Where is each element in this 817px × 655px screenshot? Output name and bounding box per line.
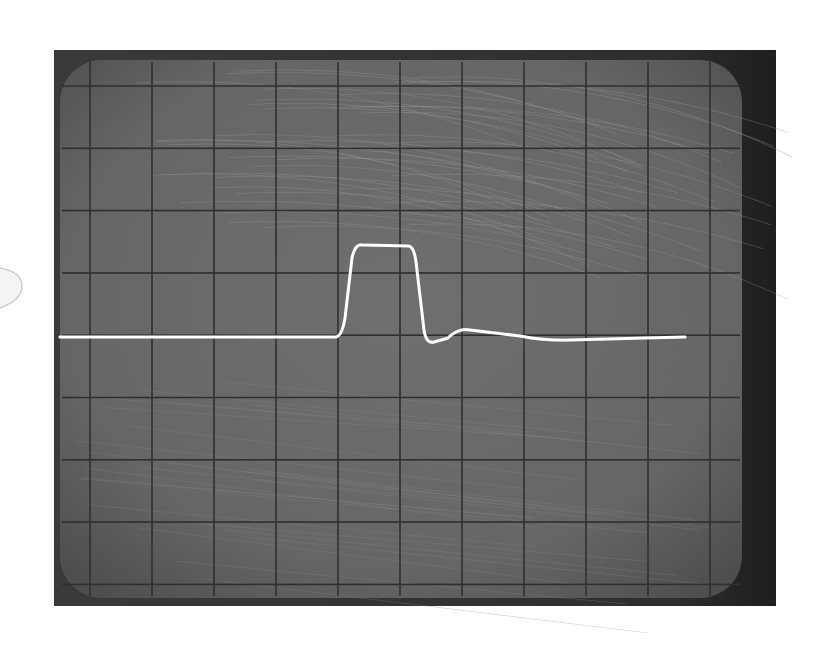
scratch	[226, 529, 677, 576]
scratch	[75, 440, 526, 490]
scratch	[298, 146, 679, 194]
scratch	[227, 72, 608, 129]
scratch	[235, 192, 616, 248]
scratch	[252, 537, 703, 585]
scratch	[129, 425, 580, 481]
scratch	[322, 188, 703, 253]
scratch	[165, 401, 616, 445]
scratch	[196, 577, 648, 634]
scratch	[229, 155, 610, 204]
scratch	[249, 403, 700, 455]
scratch	[85, 451, 536, 509]
scratch	[276, 157, 657, 207]
scratch	[169, 462, 620, 515]
scratch	[246, 468, 697, 521]
scratch	[82, 477, 533, 519]
scratch	[237, 69, 619, 135]
scratch	[170, 172, 551, 224]
scratch	[411, 76, 792, 158]
graticule	[62, 62, 740, 596]
scratch	[263, 88, 644, 168]
scratch	[156, 139, 537, 221]
scratch	[152, 173, 534, 236]
scratch	[136, 81, 517, 145]
scratch	[137, 527, 588, 586]
scratch	[334, 134, 715, 203]
scratch	[197, 523, 648, 562]
scratch	[255, 98, 636, 163]
scratch	[263, 225, 644, 278]
scratch	[352, 106, 733, 154]
scratch	[359, 111, 741, 188]
scratch	[83, 396, 534, 433]
scratch	[342, 93, 723, 163]
scratch	[250, 165, 631, 238]
scratch	[261, 140, 642, 193]
scratch	[180, 200, 561, 245]
scratch	[331, 105, 712, 155]
scratch	[145, 467, 596, 515]
screen	[60, 60, 742, 598]
scratch	[209, 211, 590, 255]
paper-hole	[0, 267, 23, 309]
scratch	[85, 467, 536, 528]
scratch	[102, 407, 553, 438]
scratch	[167, 143, 548, 218]
waveform-trace	[58, 243, 687, 344]
scratch	[221, 381, 672, 426]
scratch	[227, 221, 608, 281]
scratch	[210, 186, 591, 267]
scratch	[80, 478, 531, 518]
scratch	[382, 201, 764, 250]
scratch	[408, 223, 789, 300]
scratch	[407, 81, 788, 133]
